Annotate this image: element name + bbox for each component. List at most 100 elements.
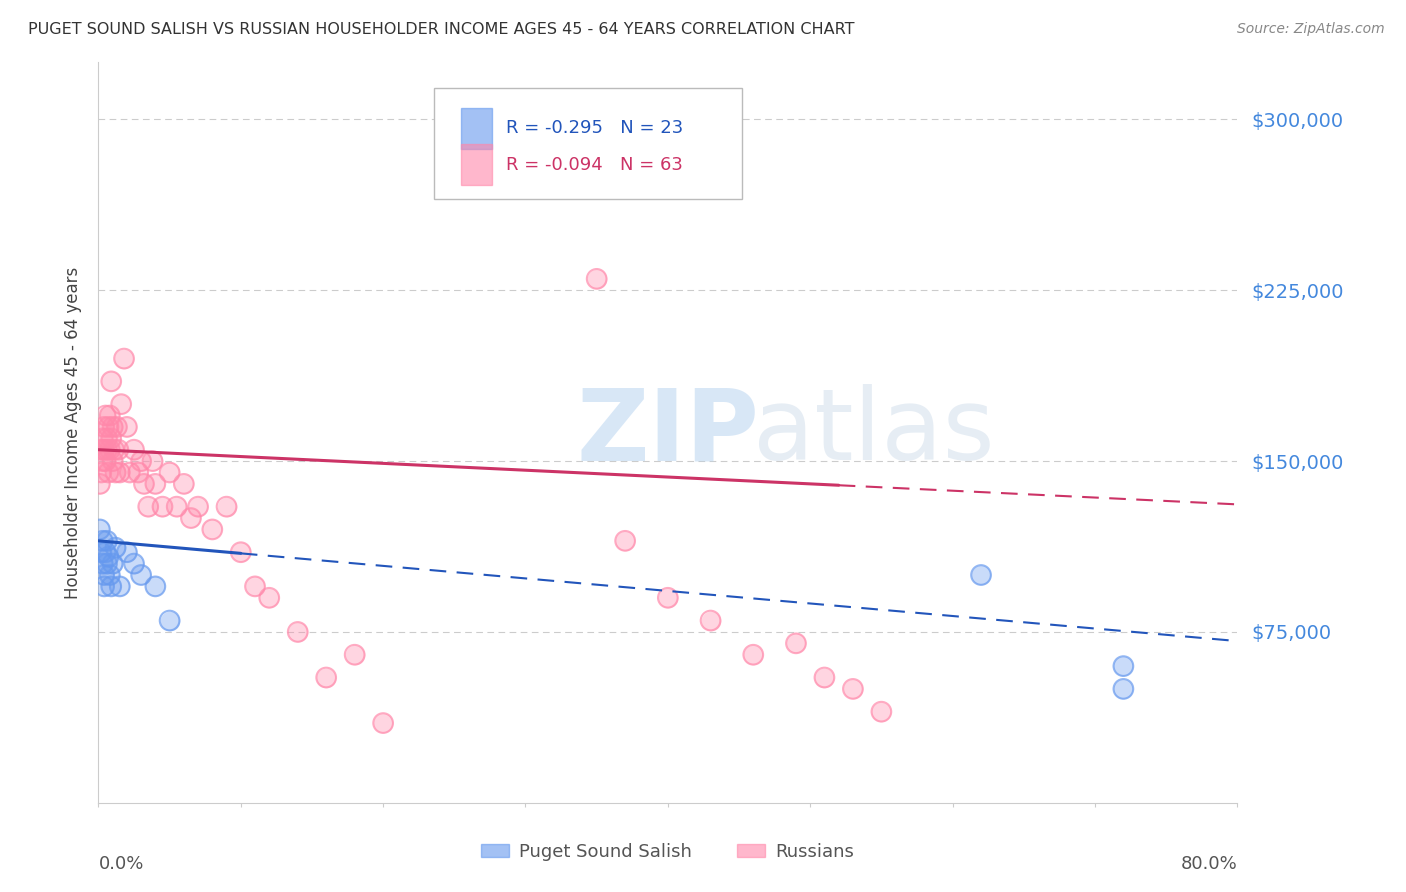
Text: atlas: atlas bbox=[754, 384, 995, 481]
Point bbox=[100, 579, 122, 593]
Point bbox=[101, 454, 124, 468]
Point bbox=[129, 568, 152, 582]
Point bbox=[94, 545, 117, 559]
Text: 0.0%: 0.0% bbox=[98, 855, 143, 872]
Point bbox=[699, 614, 721, 628]
Y-axis label: Householder Income Ages 45 - 64 years: Householder Income Ages 45 - 64 years bbox=[65, 267, 83, 599]
Point bbox=[132, 476, 155, 491]
Point bbox=[96, 557, 118, 571]
Point bbox=[557, 135, 579, 149]
Point bbox=[90, 466, 112, 480]
Point bbox=[122, 442, 145, 457]
Point bbox=[557, 135, 579, 149]
Point bbox=[96, 431, 118, 445]
Text: PUGET SOUND SALISH VS RUSSIAN HOUSEHOLDER INCOME AGES 45 - 64 YEARS CORRELATION : PUGET SOUND SALISH VS RUSSIAN HOUSEHOLDE… bbox=[28, 22, 855, 37]
Point bbox=[122, 442, 145, 457]
Point bbox=[614, 533, 637, 548]
Point bbox=[108, 579, 131, 593]
Point bbox=[166, 500, 188, 514]
Point bbox=[103, 442, 125, 457]
FancyBboxPatch shape bbox=[461, 108, 492, 149]
Point bbox=[187, 500, 209, 514]
Point bbox=[90, 466, 112, 480]
Point bbox=[94, 454, 117, 468]
Point bbox=[529, 124, 551, 138]
Point bbox=[129, 568, 152, 582]
Point bbox=[159, 614, 181, 628]
Point bbox=[107, 442, 129, 457]
Point bbox=[145, 579, 167, 593]
Point bbox=[91, 431, 114, 445]
Point bbox=[100, 579, 122, 593]
Point bbox=[215, 500, 238, 514]
Point bbox=[657, 591, 679, 605]
Point bbox=[813, 671, 835, 685]
Point bbox=[96, 557, 118, 571]
Point bbox=[152, 500, 174, 514]
Point bbox=[97, 549, 120, 564]
Point bbox=[152, 500, 174, 514]
Point bbox=[173, 476, 195, 491]
Point bbox=[94, 454, 117, 468]
Point bbox=[98, 442, 121, 457]
Point bbox=[1112, 681, 1135, 696]
Point bbox=[145, 579, 167, 593]
Point bbox=[259, 591, 281, 605]
Point bbox=[98, 442, 121, 457]
Point bbox=[112, 351, 135, 366]
Point bbox=[91, 454, 114, 468]
Point bbox=[129, 454, 152, 468]
Point bbox=[91, 431, 114, 445]
Point bbox=[96, 442, 118, 457]
Point bbox=[93, 579, 115, 593]
Point bbox=[229, 545, 252, 559]
Point bbox=[97, 466, 120, 480]
Point bbox=[842, 681, 865, 696]
Point bbox=[118, 466, 141, 480]
Point bbox=[101, 420, 124, 434]
Point bbox=[98, 409, 121, 423]
Point bbox=[100, 431, 122, 445]
Point bbox=[742, 648, 765, 662]
Point bbox=[94, 545, 117, 559]
Point bbox=[315, 671, 337, 685]
Point bbox=[145, 476, 167, 491]
Point bbox=[1112, 681, 1135, 696]
Point bbox=[97, 466, 120, 480]
Point bbox=[94, 409, 117, 423]
Point bbox=[112, 351, 135, 366]
Point bbox=[89, 523, 111, 537]
Point bbox=[100, 375, 122, 389]
Point bbox=[127, 466, 149, 480]
FancyBboxPatch shape bbox=[434, 88, 742, 200]
Legend: Puget Sound Salish, Russians: Puget Sound Salish, Russians bbox=[474, 836, 862, 868]
Point bbox=[259, 591, 281, 605]
Point bbox=[243, 579, 266, 593]
Point bbox=[870, 705, 893, 719]
Point bbox=[501, 124, 523, 138]
Point bbox=[229, 545, 252, 559]
Point bbox=[529, 124, 551, 138]
Point bbox=[870, 705, 893, 719]
Point bbox=[98, 568, 121, 582]
Point bbox=[110, 397, 132, 411]
Point bbox=[103, 442, 125, 457]
Point bbox=[343, 648, 366, 662]
Point bbox=[201, 523, 224, 537]
Point bbox=[287, 624, 309, 639]
Point bbox=[100, 375, 122, 389]
Point bbox=[180, 511, 202, 525]
Point bbox=[373, 716, 395, 731]
Point bbox=[96, 431, 118, 445]
Point bbox=[93, 420, 115, 434]
Point bbox=[97, 420, 120, 434]
Point bbox=[89, 476, 111, 491]
Point bbox=[115, 420, 138, 434]
Point bbox=[842, 681, 865, 696]
Point bbox=[91, 454, 114, 468]
Point bbox=[89, 523, 111, 537]
Text: 80.0%: 80.0% bbox=[1181, 855, 1237, 872]
Point bbox=[173, 476, 195, 491]
Point bbox=[100, 431, 122, 445]
Point bbox=[104, 466, 127, 480]
